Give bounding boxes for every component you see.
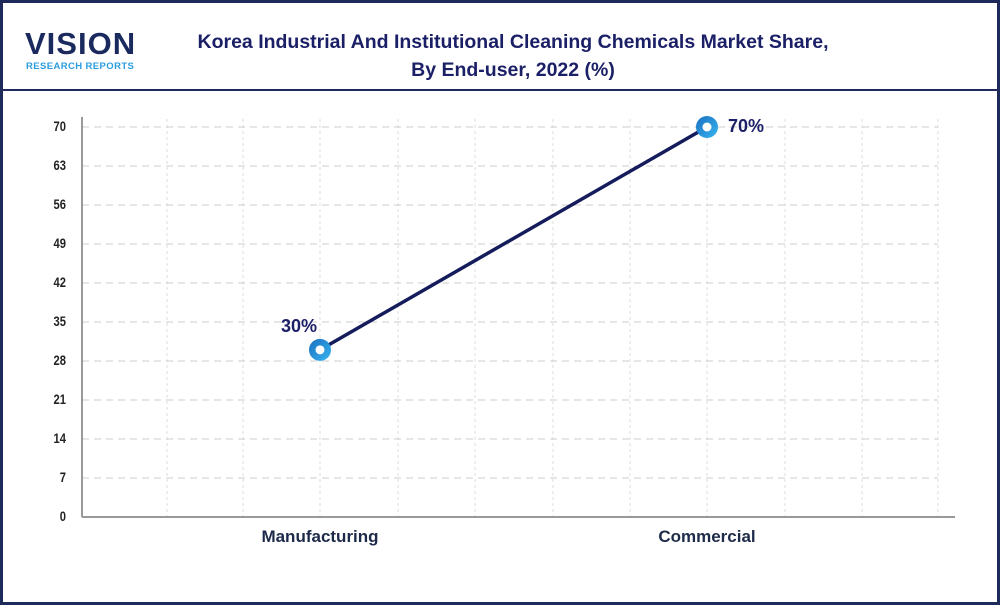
- data-label-manufacturing: 30%: [281, 316, 318, 336]
- data-point-marker-center: [702, 122, 712, 132]
- data-point-marker: [309, 338, 331, 361]
- y-tick-label: 42: [53, 274, 66, 290]
- y-tick-label: 7: [59, 469, 66, 485]
- logo-tagline: RESEARCH REPORTS: [26, 61, 135, 72]
- y-tick-label: 21: [53, 391, 66, 407]
- y-tick-label: 56: [53, 196, 66, 212]
- y-tick-label: 35: [53, 313, 66, 329]
- y-tick-label: 49: [53, 235, 66, 251]
- plot-area: [81, 116, 955, 518]
- y-tick-label: 63: [53, 157, 66, 173]
- y-tick-label: 70: [53, 118, 66, 134]
- logo-wordmark: VISION: [25, 26, 137, 61]
- data-label-commercial: 70%: [728, 116, 765, 136]
- data-point-marker: [696, 116, 718, 138]
- y-tick-label: 0: [59, 508, 66, 524]
- y-tick-label: 28: [53, 352, 66, 368]
- data-point-marker-center: [315, 345, 325, 355]
- vision-research-reports-logo: VISION RESEARCH REPORTS: [25, 27, 155, 77]
- chart-title-line-2: By End-user, 2022 (%): [411, 59, 615, 81]
- chart-title: Korea Industrial And Institutional Clean…: [163, 28, 863, 84]
- y-tick-label: 14: [53, 430, 66, 446]
- chart-title-line-1: Korea Industrial And Institutional Clean…: [197, 31, 829, 53]
- chart-header: VISION RESEARCH REPORTS Korea Industrial…: [3, 3, 997, 91]
- x-category-label: Manufacturing: [261, 527, 379, 546]
- series-line: [319, 125, 708, 352]
- x-category-label: Commercial: [658, 527, 756, 546]
- chart-frame: VISION RESEARCH REPORTS Korea Industrial…: [3, 3, 997, 602]
